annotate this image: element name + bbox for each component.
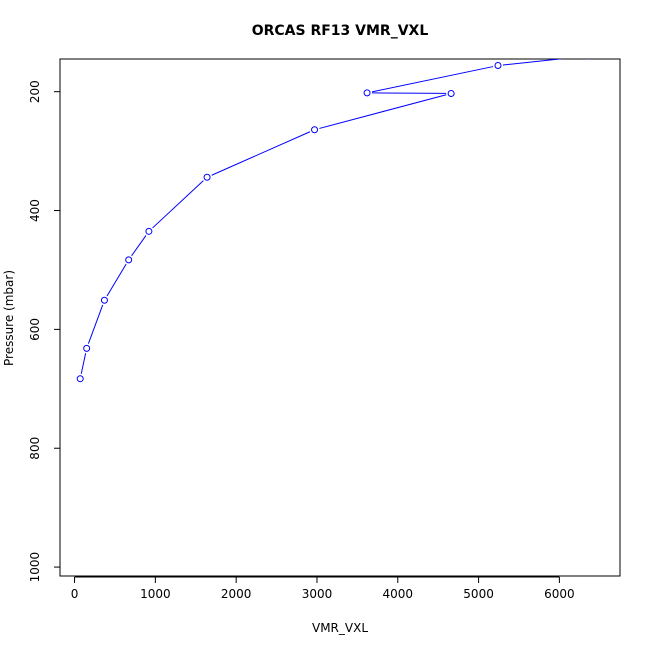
data-point — [447, 89, 455, 97]
data-point — [100, 296, 108, 304]
y-tick-label: 200 — [28, 80, 42, 103]
series-line-segment — [87, 304, 104, 344]
y-tick-label: 800 — [28, 437, 42, 460]
x-tick-label: 5000 — [463, 587, 494, 601]
plot-area — [59, 58, 621, 577]
series-layer — [76, 59, 590, 383]
y-tick-label: 1000 — [28, 552, 42, 583]
data-point — [311, 126, 319, 134]
x-axis-label: VMR_VXL — [312, 621, 368, 635]
series-group — [76, 59, 590, 383]
x-tick-label: 2000 — [221, 587, 252, 601]
series-line-segment — [106, 263, 127, 297]
data-point — [125, 256, 133, 264]
y-tick-label: 400 — [28, 199, 42, 222]
x-axis: 0 1000 2000 3000 4000 5000 6000 — [71, 576, 575, 601]
data-point — [585, 59, 590, 60]
data-point — [203, 173, 211, 181]
data-point — [76, 375, 84, 383]
series-line-segment — [371, 66, 494, 93]
data-point — [83, 344, 91, 352]
series-line-segment — [131, 235, 147, 257]
data-point — [363, 89, 371, 97]
series-line-segment — [152, 180, 204, 229]
series-line-segment — [372, 92, 447, 94]
chart-title: ORCAS RF13 VMR_VXL — [252, 23, 429, 39]
data-point — [145, 227, 153, 235]
data-point — [494, 62, 502, 70]
series-line-segment — [80, 353, 87, 374]
x-tick-label: 1000 — [140, 587, 171, 601]
series-line-segment — [211, 131, 311, 176]
x-tick-label: 4000 — [383, 587, 414, 601]
y-axis-label: Pressure (mbar) — [2, 270, 16, 366]
y-tick-label: 600 — [28, 318, 42, 341]
x-tick-label: 3000 — [302, 587, 333, 601]
x-tick-label: 6000 — [544, 587, 575, 601]
series-line-segment — [502, 59, 565, 66]
y-axis: 200 400 600 800 1000 — [28, 80, 61, 583]
series-line-segment — [319, 94, 447, 129]
plot-frame — [59, 58, 621, 577]
x-tick-label: 0 — [71, 587, 79, 601]
